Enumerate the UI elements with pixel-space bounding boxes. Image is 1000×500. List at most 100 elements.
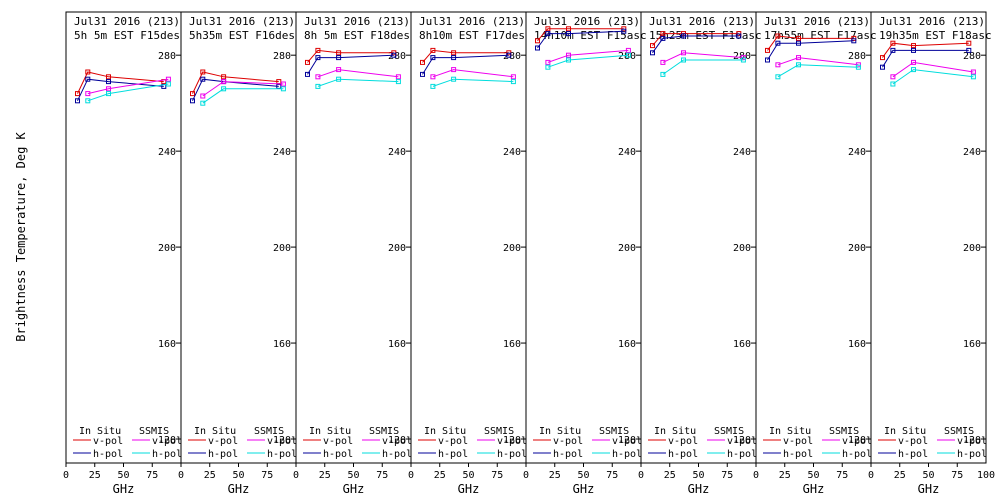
data-point bbox=[880, 55, 885, 61]
legend-insitu-heading: In Situ bbox=[654, 426, 696, 437]
y-tick-label: 160 bbox=[963, 339, 981, 350]
data-point bbox=[420, 71, 425, 77]
data-point bbox=[190, 91, 195, 97]
x-tick-label: 25 bbox=[319, 470, 331, 481]
x-tick-label: 50 bbox=[462, 470, 474, 481]
data-point bbox=[880, 64, 885, 70]
y-tick-label: 280 bbox=[273, 51, 291, 62]
x-axis-label: GHz bbox=[918, 482, 940, 496]
x-tick-label: 0 bbox=[753, 470, 759, 481]
x-tick-label: 0 bbox=[408, 470, 414, 481]
data-point bbox=[966, 47, 972, 53]
data-point bbox=[430, 47, 436, 53]
panel-frame bbox=[870, 11, 987, 464]
data-point bbox=[796, 40, 801, 46]
data-point bbox=[796, 62, 801, 68]
legend-insitu-heading: In Situ bbox=[79, 426, 121, 437]
legend-insitu-vpol-label: v-pol bbox=[208, 436, 238, 447]
legend-insitu-heading: In Situ bbox=[539, 426, 581, 437]
data-point bbox=[890, 81, 896, 87]
data-point bbox=[280, 81, 286, 87]
data-point bbox=[890, 47, 896, 53]
series-line-4 bbox=[892, 69, 974, 85]
x-tick-label: 25 bbox=[664, 470, 676, 481]
data-point bbox=[85, 91, 91, 97]
x-tick-label: 0 bbox=[638, 470, 644, 481]
series-line-3 bbox=[777, 57, 859, 66]
data-point bbox=[336, 76, 342, 82]
data-point bbox=[970, 74, 976, 80]
y-tick-label: 240 bbox=[273, 147, 291, 158]
panel-6: 120 160 200 240 280 0 25 50 75 GHz Jul31 2016 (213… bbox=[638, 11, 762, 496]
x-tick-label: 50 bbox=[922, 470, 934, 481]
data-point bbox=[221, 86, 227, 92]
legend-insitu-vpol-label: v-pol bbox=[438, 436, 468, 447]
y-tick-label: 240 bbox=[388, 147, 406, 158]
data-point bbox=[391, 52, 397, 58]
data-point bbox=[775, 40, 781, 46]
data-point bbox=[566, 31, 571, 37]
y-tick-label: 160 bbox=[848, 339, 866, 350]
panel-1: 120 160 200 240 280 0 25 50 75 GHz Jul31 2016 (213… bbox=[63, 11, 182, 496]
panel-time-label: 19h35m EST F18asc bbox=[879, 29, 992, 42]
y-tick-label: 200 bbox=[503, 243, 521, 254]
data-point bbox=[650, 50, 655, 56]
series-line-1 bbox=[652, 33, 739, 46]
data-point bbox=[200, 76, 206, 82]
data-point bbox=[911, 59, 916, 65]
legend-insitu-heading: In Situ bbox=[884, 426, 926, 437]
data-point bbox=[106, 74, 111, 80]
data-point bbox=[75, 91, 80, 97]
y-tick-label: 280 bbox=[733, 51, 751, 62]
panel-2: 120 160 200 240 280 0 25 50 75 GHz Jul31 2016 (213… bbox=[178, 11, 297, 496]
x-tick-label: 25 bbox=[779, 470, 791, 481]
data-point bbox=[85, 76, 91, 82]
x-tick-label: 75 bbox=[606, 470, 618, 481]
legend-ssmis-vpol-label: v-pol bbox=[152, 436, 182, 447]
legend-insitu-heading: In Situ bbox=[194, 426, 236, 437]
panel-5: 120 160 200 240 280 0 25 50 75 GHz Jul31 2016 (213… bbox=[523, 11, 647, 496]
y-tick-label: 120 bbox=[963, 435, 981, 446]
x-tick-label: 50 bbox=[117, 470, 129, 481]
series-line-4 bbox=[432, 78, 514, 87]
data-point bbox=[765, 47, 770, 53]
data-point bbox=[736, 33, 742, 39]
panel-frame bbox=[640, 11, 757, 464]
data-point bbox=[75, 98, 80, 104]
data-point bbox=[566, 57, 571, 63]
legend-insitu-hpol-label: h-pol bbox=[668, 449, 698, 460]
y-tick-label: 240 bbox=[733, 147, 751, 158]
panel-time-label: 8h 5m EST F18des bbox=[304, 29, 410, 42]
legend-ssmis-hpol-label: h-pol bbox=[957, 449, 987, 460]
panel-3: 120 160 200 240 280 0 25 50 75 GHz Jul31 2016 (213… bbox=[293, 11, 412, 496]
data-point bbox=[621, 28, 627, 34]
data-point bbox=[796, 55, 801, 61]
y-tick-label: 200 bbox=[158, 243, 176, 254]
y-tick-label: 120 bbox=[158, 435, 176, 446]
panel-frame bbox=[755, 11, 872, 464]
y-tick-label: 240 bbox=[158, 147, 176, 158]
legend-insitu-vpol-label: v-pol bbox=[898, 436, 928, 447]
legend-insitu-hpol-label: h-pol bbox=[553, 449, 583, 460]
y-tick-label: 240 bbox=[848, 147, 866, 158]
legend-ssmis-vpol-label: v-pol bbox=[842, 436, 872, 447]
data-point bbox=[796, 35, 801, 41]
series-line-3 bbox=[547, 49, 629, 63]
x-tick-label-last: 100 bbox=[977, 470, 995, 481]
legend-ssmis-vpol-label: v-pol bbox=[497, 436, 527, 447]
legend-ssmis-vpol-label: v-pol bbox=[957, 436, 987, 447]
data-point bbox=[315, 47, 321, 53]
data-point bbox=[566, 26, 571, 32]
data-point bbox=[625, 52, 631, 58]
legend-ssmis-heading: SSMIS bbox=[714, 426, 744, 437]
series-line-4 bbox=[87, 83, 169, 102]
y-tick-label: 200 bbox=[733, 243, 751, 254]
x-axis-label: GHz bbox=[458, 482, 480, 496]
data-point bbox=[966, 40, 972, 46]
data-point bbox=[280, 86, 286, 92]
y-tick-label: 280 bbox=[618, 51, 636, 62]
panel-time-label: 5h35m EST F16des bbox=[189, 29, 295, 42]
legend-insitu-hpol-label: h-pol bbox=[208, 449, 238, 460]
legend-ssmis-hpol-label: h-pol bbox=[497, 449, 527, 460]
